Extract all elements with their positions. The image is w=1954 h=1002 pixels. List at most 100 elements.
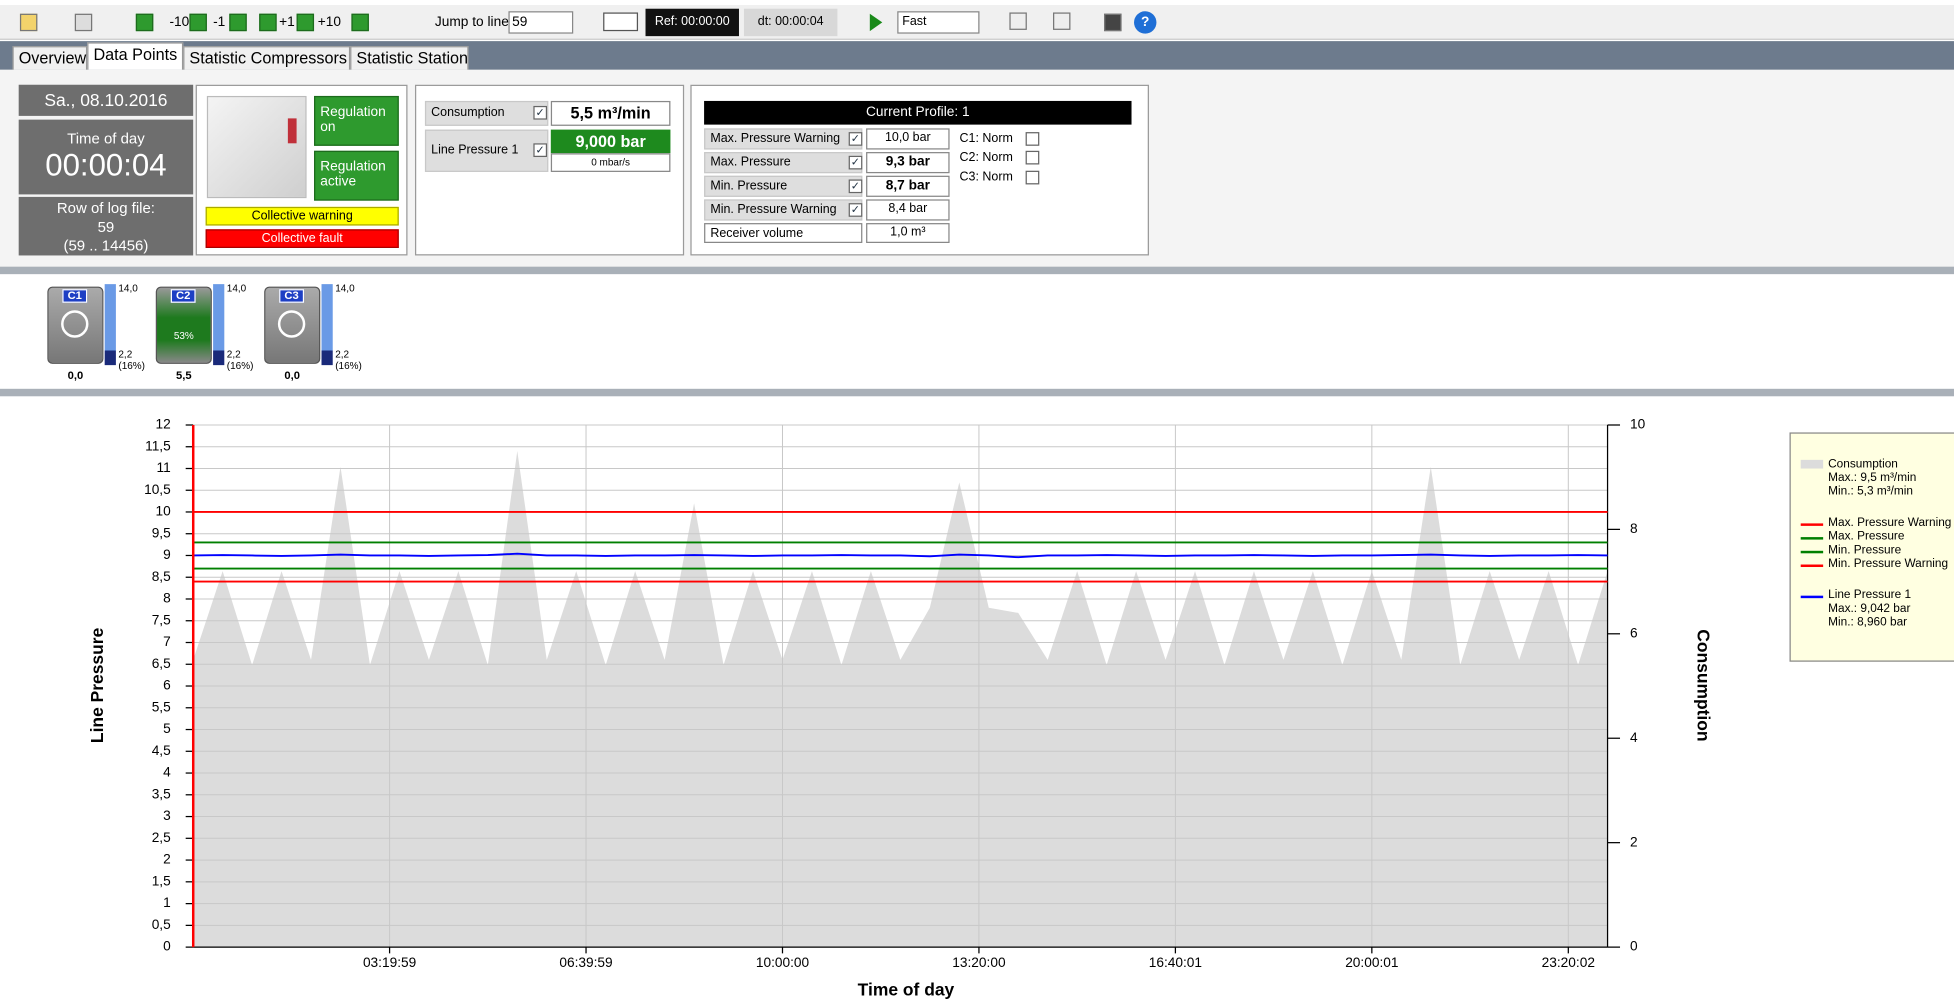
time-label: Time of day [19, 130, 193, 147]
scale-button[interactable] [1053, 12, 1070, 29]
profile-value: 8,7 bar [866, 176, 949, 197]
receiver-value: 1,0 m³ [866, 223, 949, 243]
level-bar [105, 284, 116, 365]
y2-tick-label: 10 [1630, 417, 1646, 432]
y-tick-label: 7,5 [152, 612, 171, 627]
step-icon[interactable] [189, 14, 206, 31]
checkbox[interactable] [1026, 171, 1040, 185]
profile-title: Current Profile: 1 [704, 101, 1131, 125]
y-tick-label: 11,5 [145, 438, 171, 453]
level-bar [213, 284, 224, 365]
checkbox[interactable]: ✓ [849, 132, 863, 146]
pressure-line [193, 554, 1607, 557]
y-tick-label: 0,5 [152, 917, 171, 932]
y-tick-label: 11 [157, 460, 171, 475]
pressure-rate: 0 mbar/s [551, 153, 671, 172]
step-button[interactable]: +1 [279, 14, 295, 31]
consumption-area [193, 451, 1607, 947]
checkbox[interactable]: ✓ [849, 179, 863, 193]
tab[interactable]: Data Points [87, 42, 183, 69]
zoom-button[interactable] [1009, 12, 1026, 29]
compressor-name: C1 [62, 289, 87, 303]
step-icon[interactable] [351, 14, 368, 31]
y2-tick-label: 6 [1630, 625, 1638, 640]
pressure-value: 9,000 bar [551, 130, 671, 154]
print-button[interactable] [75, 14, 92, 31]
row-value: 59 [19, 218, 193, 235]
checkbox[interactable]: ✓ [533, 143, 547, 157]
step-button[interactable]: +10 [318, 14, 341, 31]
step-icon[interactable] [259, 14, 276, 31]
level-bar [322, 284, 333, 365]
table-button[interactable] [1104, 14, 1121, 31]
y2-tick-label: 4 [1630, 730, 1638, 745]
x-tick-label: 16:40:01 [1149, 955, 1202, 970]
compressor-state: C3: Norm [960, 171, 1013, 185]
station-image-detail [288, 118, 297, 143]
step-icon[interactable] [136, 14, 153, 31]
min-pct: (16%) [335, 360, 362, 371]
y-tick-label: 10,5 [144, 482, 171, 497]
profile-value: 9,3 bar [866, 152, 949, 173]
compressor-name: C3 [279, 289, 304, 303]
min-label: 2,2 [335, 349, 349, 360]
tab[interactable]: Statistic Station [350, 46, 468, 70]
checkbox[interactable] [1026, 151, 1040, 165]
y2-tick-label: 2 [1630, 834, 1638, 849]
step-icon[interactable] [229, 14, 246, 31]
checkbox[interactable]: ✓ [533, 106, 547, 120]
profile-label: Min. Pressure [704, 176, 862, 197]
help-button[interactable]: ? [1134, 11, 1156, 33]
jump-label: Jump to line [435, 14, 509, 31]
separator [0, 389, 1954, 396]
tab[interactable]: Statistic Compressors [183, 46, 350, 70]
power-icon [278, 310, 305, 337]
profile-value: 10,0 bar [866, 128, 949, 149]
checkbox[interactable]: ✓ [849, 203, 863, 217]
y-tick-label: 9 [163, 547, 171, 562]
date: Sa., 08.10.2016 [19, 85, 193, 116]
step-icon[interactable] [297, 14, 314, 31]
y-tick-label: 6,5 [152, 656, 171, 671]
y-tick-label: 12 [155, 417, 170, 432]
y-tick-label: 8,5 [152, 569, 171, 584]
legend-label: Min. Pressure [1828, 543, 1901, 557]
y-tick-label: 7 [163, 634, 171, 649]
profile-value: 8,4 bar [866, 199, 949, 220]
max-label: 14,0 [118, 283, 137, 294]
x-tick-label: 13:20:00 [952, 955, 1006, 970]
y-tick-label: 4 [163, 765, 171, 780]
compressor-value: 0,0 [264, 369, 320, 381]
compressor-load: 53% [156, 330, 212, 341]
y-tick-label: 2 [163, 852, 171, 867]
legend-label: Min. Pressure Warning [1828, 557, 1948, 571]
checkbox[interactable]: ✓ [849, 156, 863, 170]
step-button[interactable]: -1 [213, 14, 225, 31]
y-tick-label: 0 [163, 939, 171, 954]
checkbox[interactable] [1026, 132, 1040, 146]
consumption-label: Consumption [425, 101, 548, 126]
open-button[interactable] [20, 14, 37, 31]
min-pct: (16%) [118, 360, 145, 371]
tab[interactable]: Overview [12, 46, 87, 70]
row-label: Row of log file: [19, 199, 193, 216]
sync-button[interactable] [603, 12, 638, 31]
pressure-label: Line Pressure 1 [425, 130, 548, 172]
legend-label: Line Pressure 1 [1828, 588, 1911, 602]
y-tick-label: 4,5 [152, 743, 171, 758]
max-label: 14,0 [227, 283, 246, 294]
jump-input[interactable]: 59 [508, 11, 573, 33]
step-button[interactable]: -10 [169, 14, 189, 31]
speed-select[interactable]: Fast [897, 11, 979, 33]
receiver-label: Receiver volume [704, 223, 862, 243]
min-label: 2,2 [118, 349, 132, 360]
play-button[interactable] [870, 14, 882, 31]
dt-time: dt: 00:00:04 [744, 9, 837, 36]
regulation-on: Regulation on [314, 96, 399, 146]
profile-label: Min. Pressure Warning [704, 199, 862, 220]
legend-label: Consumption [1828, 457, 1898, 471]
consumption-value: 5,5 m³/min [551, 101, 671, 126]
regulation-active: Regulation active [314, 151, 399, 201]
y2-axis-title: Consumption [1694, 629, 1714, 741]
